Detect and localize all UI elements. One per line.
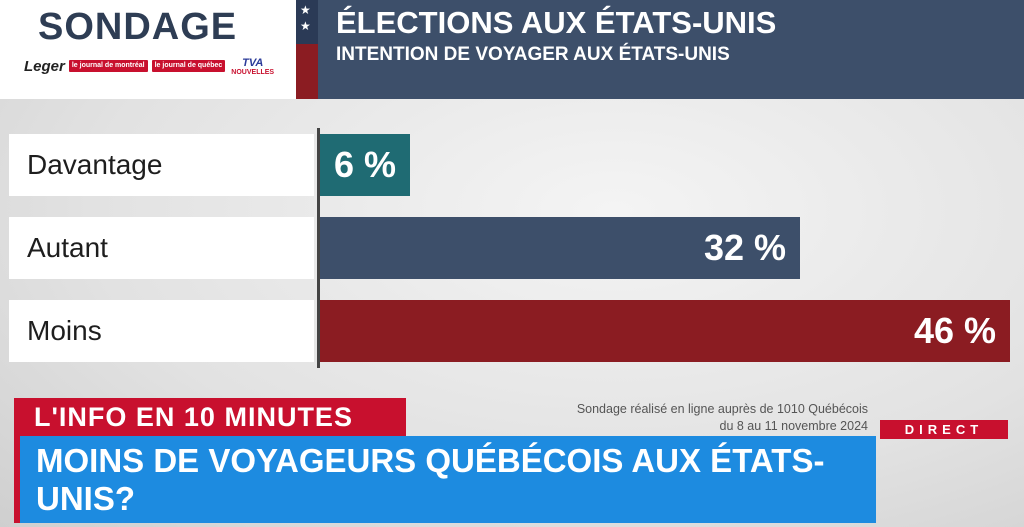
bar-value-label: 32 % <box>703 227 786 268</box>
journal-montreal-logo: le journal de montréal <box>68 60 148 72</box>
bar-value-label: 6 % <box>333 144 396 185</box>
chart-axis <box>317 128 320 368</box>
chart-subtitle: INTENTION DE VOYAGER AUX ÉTATS-UNIS <box>336 44 730 65</box>
header-band <box>318 0 1024 99</box>
bar: 46 % <box>320 300 1010 362</box>
source-note: Sondage réalisé en ligne auprès de 1010 … <box>520 401 868 435</box>
live-badge: DIRECT <box>880 420 1008 439</box>
source-line: Sondage réalisé en ligne auprès de 1010 … <box>576 402 868 416</box>
bar-value-label: 46 % <box>913 310 996 351</box>
tva-nouvelles-logo: TVA NOUVELLES <box>231 56 275 76</box>
category-label: Autant <box>9 217 314 279</box>
star-icon: ★ <box>300 3 311 17</box>
flag-strip: ★ ★ <box>296 0 318 99</box>
journal-quebec-logo: le journal de québec <box>151 60 226 72</box>
sondage-title: SONDAGE <box>38 6 238 48</box>
source-date: du 8 au 11 novembre 2024 <box>719 419 869 433</box>
star-icon: ★ <box>300 19 311 33</box>
partner-logos: Leger le journal de montréal le journal … <box>24 54 274 78</box>
program-banner: L'INFO EN 10 MINUTES <box>14 398 406 436</box>
headline-banner: MOINS DE VOYAGEURS QUÉBÉCOIS AUX ÉTATS-U… <box>14 436 876 523</box>
category-label: Davantage <box>9 134 314 196</box>
poll-logo-panel: SONDAGE Leger le journal de montréal le … <box>0 0 296 99</box>
bar: 6 % <box>320 134 410 196</box>
leger-logo: Leger <box>24 57 65 75</box>
page-title: ÉLECTIONS AUX ÉTATS-UNIS <box>336 5 777 40</box>
bar: 32 % <box>320 217 800 279</box>
category-label: Moins <box>9 300 314 362</box>
